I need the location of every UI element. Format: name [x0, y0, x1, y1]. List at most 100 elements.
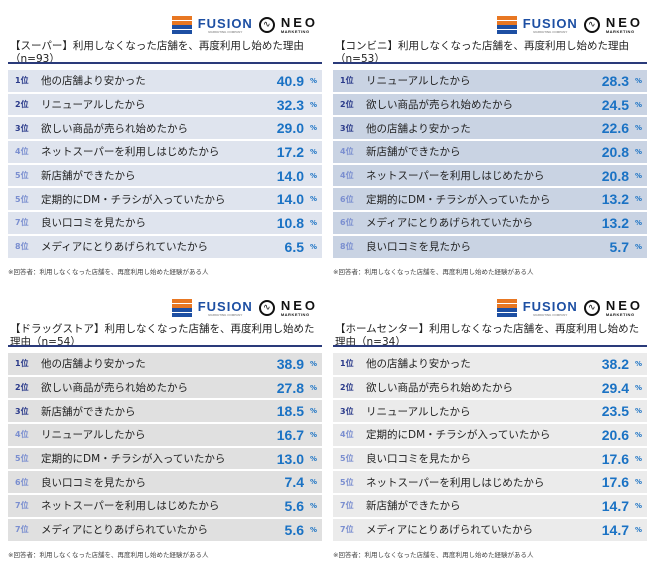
fusion-logo-mark	[171, 16, 192, 34]
ranking-row: 5位 ネットスーパーを利用しはじめたから 17.6%	[333, 471, 647, 494]
percent-unit: %	[634, 359, 642, 368]
percentage-value: 27.8	[276, 379, 304, 396]
percentage-value: 38.2	[601, 355, 629, 372]
percentage-value: 32.3	[276, 96, 304, 113]
neo-logo-text: NEO MARKETING	[280, 16, 318, 34]
ranking-row: 5位 定期的にDM・チラシが入っていたから 13.0%	[8, 447, 322, 470]
ranking-row: 1位 他の店舗より安かった 40.9%	[8, 70, 322, 92]
percent-unit: %	[309, 76, 317, 85]
ranking-row: 3位 リニューアルしたから 23.5%	[333, 400, 647, 423]
fusion-logo-mark	[496, 299, 517, 317]
reason-label: 他の店舗より安かった	[41, 75, 146, 88]
ranking-row: 1位 他の店舗より安かった 38.9%	[8, 353, 322, 375]
percent-unit: %	[634, 124, 642, 133]
neo-logo-name: NEO	[280, 297, 318, 313]
reason-label: 欲しい商品が売られ始めたから	[366, 382, 513, 395]
percent-unit: %	[634, 501, 642, 510]
percentage-value: 29.0	[276, 120, 304, 137]
reason-label: 新店舗ができたから	[366, 146, 461, 159]
neo-logo-icon: ∿	[583, 17, 600, 33]
fusion-logo-stripe	[496, 312, 517, 317]
fusion-logo-sub: MARKETING COMPANY	[208, 312, 243, 317]
fusion-logo-stripe	[171, 20, 192, 25]
percentage-value: 14.7	[601, 497, 629, 514]
fusion-logo-text: FUSION MARKETING COMPANY	[198, 17, 253, 34]
percent-unit: %	[634, 76, 642, 85]
reason-label: 良い口コミを見たから	[366, 453, 471, 466]
fusion-logo-sub: MARKETING COMPANY	[208, 29, 243, 34]
percentage-value: 5.6	[284, 497, 304, 514]
percentage-value: 14.0	[276, 167, 304, 184]
reason-label: リニューアルしたから	[41, 429, 146, 442]
fusion-logo-stripe	[496, 299, 517, 303]
title-divider	[8, 62, 322, 64]
percentage-value: 5.7	[609, 238, 629, 255]
rank-label: 7位	[15, 525, 29, 535]
ranking-row: 2位 欲しい商品が売られ始めたから 29.4%	[333, 376, 647, 399]
percent-unit: %	[309, 147, 317, 156]
percentage-value: 38.9	[276, 355, 304, 372]
fusion-logo-name: FUSION	[197, 15, 253, 31]
rank-label: 1位	[15, 359, 29, 369]
percent-unit: %	[309, 124, 317, 133]
reason-label: 他の店舗より安かった	[366, 358, 471, 371]
percentage-value: 14.0	[276, 191, 304, 208]
ranking-row: 3位 欲しい商品が売られ始めたから 29.0%	[8, 117, 322, 140]
ranking-row: 7位 ネットスーパーを利用しはじめたから 5.6%	[8, 495, 322, 517]
rank-label: 2位	[340, 383, 354, 393]
percentage-value: 13.2	[601, 214, 629, 231]
reason-label: 欲しい商品が売られ始めたから	[366, 99, 513, 112]
reason-label: 欲しい商品が売られ始めたから	[41, 122, 188, 135]
rank-label: 4位	[340, 147, 354, 157]
fusion-logo-sub: MARKETING COMPANY	[533, 312, 568, 317]
percent-unit: %	[309, 100, 317, 109]
rank-label: 4位	[15, 430, 29, 440]
fusion-logo-stripe	[171, 303, 192, 308]
percent-unit: %	[309, 501, 317, 510]
fusion-logo-mark	[496, 16, 517, 34]
fusion-logo-mark	[171, 299, 192, 317]
percentage-value: 13.0	[276, 450, 304, 467]
neo-logo-sub: MARKETING	[280, 28, 310, 34]
reason-label: メディアにとりあげられていたから	[366, 217, 533, 230]
percentage-value: 14.7	[601, 521, 629, 538]
rank-label: 5位	[15, 194, 29, 204]
fusion-logo-name: FUSION	[197, 298, 253, 314]
ranking-row: 2位 欲しい商品が売られ始めたから 27.8%	[8, 376, 322, 399]
neo-logo-sub: MARKETING	[605, 311, 635, 317]
neo-logo-icon: ∿	[258, 300, 275, 316]
rank-label: 2位	[15, 383, 29, 393]
percent-unit: %	[309, 383, 317, 392]
fusion-logo-stripe	[171, 29, 192, 34]
reason-label: 良い口コミを見たから	[41, 476, 146, 489]
percent-unit: %	[309, 218, 317, 227]
rank-label: 8位	[340, 242, 354, 252]
reason-label: 良い口コミを見たから	[41, 217, 146, 230]
percentage-value: 23.5	[601, 403, 629, 420]
ranking-list: 1位 リニューアルしたから 28.3% 2位 欲しい商品が売られ始めたから 24.5% 3位…	[333, 70, 647, 260]
percent-unit: %	[309, 242, 317, 251]
rank-label: 1位	[340, 76, 354, 86]
ranking-row: 2位 リニューアルしたから 32.3%	[8, 93, 322, 116]
percentage-value: 20.6	[601, 426, 629, 443]
neo-logo-sub: MARKETING	[280, 311, 310, 317]
neo-logo-text: NEO MARKETING	[605, 299, 643, 317]
ranking-row: 3位 他の店舗より安かった 22.6%	[333, 117, 647, 140]
reason-label: メディアにとりあげられていたから	[41, 524, 208, 537]
reason-label: 定期的にDM・チラシが入っていたから	[41, 193, 226, 206]
footnote: ※回答者：利用しなくなった店舗を、再度利用し始めた経験がある人	[333, 268, 534, 276]
title-divider	[333, 62, 647, 64]
percent-unit: %	[634, 171, 642, 180]
ranking-row: 3位 新店舗ができたから 18.5%	[8, 400, 322, 423]
reason-label: 新店舗ができたから	[366, 500, 461, 513]
percent-unit: %	[309, 195, 317, 204]
rank-label: 7位	[15, 501, 29, 511]
fusion-logo-stripe	[171, 312, 192, 317]
percentage-value: 10.8	[276, 214, 304, 231]
ranking-row: 7位 新店舗ができたから 14.7%	[333, 495, 647, 517]
fusion-logo-stripe	[171, 308, 192, 313]
rank-label: 2位	[15, 100, 29, 110]
rank-label: 7位	[340, 501, 354, 511]
ranking-list: 1位 他の店舗より安かった 40.9% 2位 リニューアルしたから 32.3% 3位 欲しい商…	[8, 70, 322, 260]
ranking-row: 5位 定期的にDM・チラシが入っていたから 14.0%	[8, 188, 322, 211]
